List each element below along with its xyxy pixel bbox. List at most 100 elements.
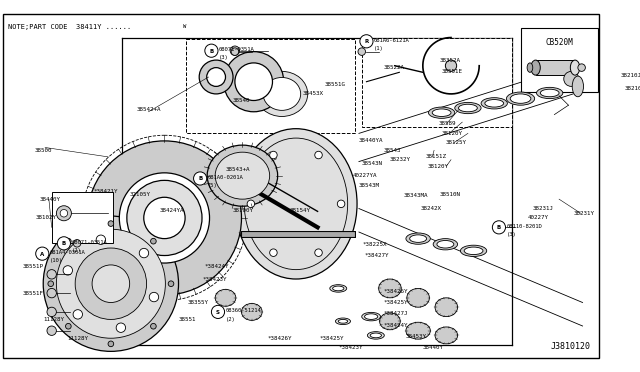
Circle shape	[108, 341, 114, 347]
Text: 38440Y: 38440Y	[423, 345, 444, 350]
Text: B: B	[497, 225, 501, 230]
Text: 38100Y: 38100Y	[233, 208, 254, 213]
Ellipse shape	[481, 98, 508, 109]
Ellipse shape	[510, 94, 531, 103]
Bar	[52, 192, 113, 243]
Text: 38589: 38589	[439, 122, 456, 126]
Circle shape	[63, 266, 72, 275]
Circle shape	[60, 209, 68, 217]
Text: (1): (1)	[374, 46, 384, 51]
Text: 38102Y: 38102Y	[36, 215, 57, 221]
Circle shape	[36, 247, 49, 260]
Text: 08071-0351A: 08071-0351A	[219, 47, 255, 52]
Text: 40227Y: 40227Y	[528, 215, 549, 221]
Text: 38154Y: 38154Y	[289, 208, 310, 213]
Text: 38231Y: 38231Y	[573, 211, 594, 216]
Ellipse shape	[362, 312, 381, 321]
Ellipse shape	[435, 298, 458, 317]
Text: 38440YA: 38440YA	[359, 138, 383, 143]
Text: *38423Y: *38423Y	[339, 345, 363, 350]
Ellipse shape	[339, 320, 348, 323]
Ellipse shape	[433, 238, 458, 250]
Text: *38424Y: *38424Y	[383, 323, 408, 328]
Ellipse shape	[432, 109, 451, 116]
Circle shape	[47, 326, 56, 336]
Circle shape	[269, 249, 277, 256]
Circle shape	[74, 240, 81, 247]
Ellipse shape	[367, 332, 384, 339]
Bar	[186, 39, 355, 134]
Circle shape	[149, 292, 159, 302]
Ellipse shape	[215, 289, 236, 306]
Ellipse shape	[455, 102, 481, 114]
Text: 38125Y: 38125Y	[445, 140, 467, 145]
Text: 38551: 38551	[179, 317, 196, 322]
Circle shape	[223, 52, 284, 112]
Text: *38423Y: *38423Y	[202, 276, 227, 282]
Text: 38440Y: 38440Y	[40, 197, 60, 202]
Ellipse shape	[406, 233, 430, 244]
Text: B: B	[198, 176, 202, 182]
Ellipse shape	[527, 63, 532, 72]
Circle shape	[247, 200, 255, 208]
Ellipse shape	[428, 107, 455, 118]
Bar	[362, 38, 512, 127]
Text: 08110-8201D: 08110-8201D	[506, 224, 542, 228]
Text: *38426Y: *38426Y	[268, 336, 292, 341]
Ellipse shape	[406, 322, 430, 339]
Circle shape	[315, 249, 323, 256]
Text: 38210Y: 38210Y	[625, 86, 640, 91]
Text: 38232Y: 38232Y	[390, 157, 411, 162]
Circle shape	[231, 48, 239, 55]
Ellipse shape	[506, 92, 534, 105]
Text: B: B	[62, 241, 66, 246]
Text: 38352A: 38352A	[440, 58, 461, 62]
Circle shape	[108, 221, 114, 227]
Circle shape	[150, 323, 156, 329]
Text: 38551F: 38551F	[22, 291, 44, 296]
Circle shape	[150, 238, 156, 244]
Circle shape	[445, 60, 457, 71]
Text: (5): (5)	[207, 183, 218, 188]
Circle shape	[315, 151, 323, 159]
Ellipse shape	[215, 152, 269, 199]
Text: NOTE;PART CODE  38411Y ......: NOTE;PART CODE 38411Y ......	[8, 25, 131, 31]
Circle shape	[44, 216, 179, 352]
Ellipse shape	[570, 60, 580, 75]
Circle shape	[116, 323, 125, 333]
Ellipse shape	[263, 77, 301, 110]
Ellipse shape	[531, 60, 540, 75]
Text: 38510N: 38510N	[440, 192, 461, 197]
Circle shape	[492, 221, 506, 234]
Text: 38453Y: 38453Y	[406, 334, 427, 339]
Text: 081A0-0201A: 081A0-0201A	[207, 175, 243, 180]
Text: *38426Y: *38426Y	[383, 289, 408, 294]
Text: 38120Y: 38120Y	[428, 164, 449, 169]
Circle shape	[119, 173, 209, 263]
Ellipse shape	[380, 313, 400, 330]
Text: 40227YA: 40227YA	[353, 173, 377, 178]
Ellipse shape	[235, 129, 357, 279]
Circle shape	[230, 46, 239, 55]
Circle shape	[56, 206, 72, 221]
Ellipse shape	[333, 286, 344, 291]
Ellipse shape	[256, 71, 308, 116]
Text: 081A4-0301A: 081A4-0301A	[50, 250, 86, 255]
Text: (2): (2)	[72, 248, 81, 253]
Text: 38343MA: 38343MA	[404, 193, 429, 198]
Circle shape	[207, 68, 225, 86]
Circle shape	[56, 229, 165, 338]
Circle shape	[211, 305, 225, 318]
Circle shape	[358, 48, 365, 55]
Circle shape	[58, 237, 70, 250]
Text: 38453X: 38453X	[303, 92, 324, 96]
Ellipse shape	[370, 333, 381, 338]
Ellipse shape	[437, 240, 454, 248]
Text: 38242X: 38242X	[421, 206, 442, 211]
Text: B: B	[209, 49, 214, 54]
Text: 081A6-6121A: 081A6-6121A	[374, 38, 410, 42]
Circle shape	[75, 248, 147, 320]
Circle shape	[168, 281, 174, 286]
Ellipse shape	[407, 288, 429, 307]
Text: 08071-0351A: 08071-0351A	[72, 240, 107, 244]
